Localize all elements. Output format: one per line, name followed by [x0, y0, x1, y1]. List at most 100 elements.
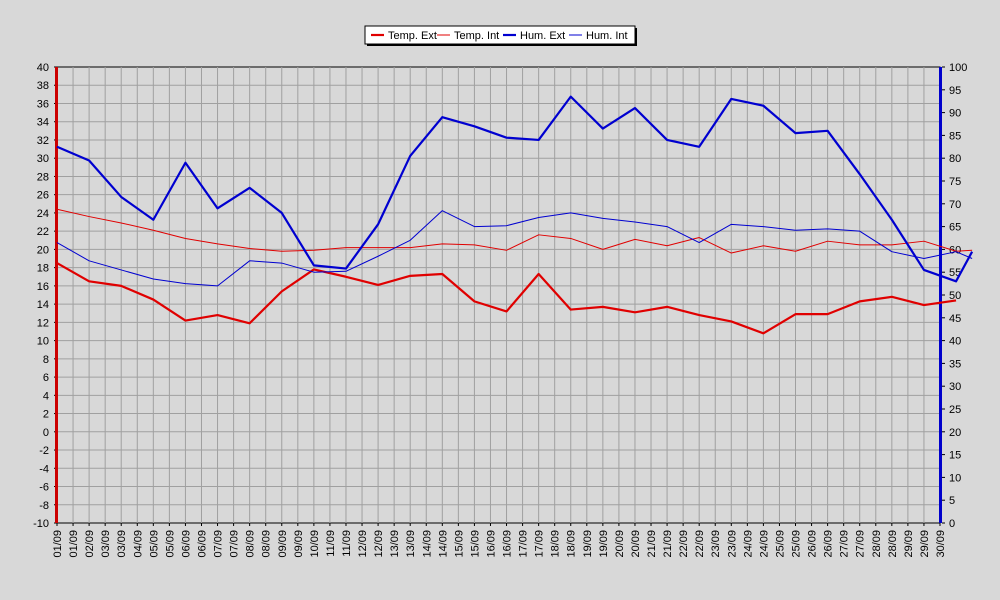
x-tick-label: 10/09: [309, 530, 321, 558]
left-tick-label: -10: [33, 518, 49, 530]
right-tick-label: 65: [949, 222, 961, 234]
x-tick-label: 05/09: [164, 530, 176, 558]
left-tick-label: 34: [37, 117, 49, 129]
legend-label: Hum. Ext: [520, 30, 565, 42]
right-tick-label: 10: [949, 472, 961, 484]
legend-label: Temp. Ext: [388, 30, 437, 42]
left-tick-label: 4: [43, 390, 49, 402]
x-tick-label: 07/09: [229, 530, 241, 558]
right-tick-label: 0: [949, 518, 955, 530]
right-tick-label: 80: [949, 153, 961, 165]
right-tick-label: 30: [949, 381, 961, 393]
x-tick-label: 12/09: [373, 530, 385, 558]
x-tick-label: 09/09: [293, 530, 305, 558]
x-tick-label: 23/09: [726, 530, 738, 558]
left-axis-line: [55, 67, 58, 523]
x-tick-label: 14/09: [437, 530, 449, 558]
left-tick-label: -8: [39, 500, 49, 512]
x-tick-label: 19/09: [598, 530, 610, 558]
legend-box: [364, 25, 636, 45]
x-tick-label: 15/09: [453, 530, 465, 558]
x-tick-label: 13/09: [389, 530, 401, 558]
right-tick-label: 50: [949, 290, 961, 302]
x-tick-label: 13/09: [405, 530, 417, 558]
right-tick-label: 60: [949, 244, 961, 256]
right-tick-label: 45: [949, 313, 961, 325]
x-tick-label: 16/09: [485, 530, 497, 558]
grid: [56, 66, 941, 524]
right-tick-label: 25: [949, 404, 961, 416]
x-tick-label: 03/09: [100, 530, 112, 558]
left-tick-label: 40: [37, 62, 49, 74]
right-tick-label: 100: [949, 62, 967, 74]
series-line-1: [56, 208, 973, 254]
x-tick-label: 27/09: [839, 530, 851, 558]
x-tick-label: 29/09: [919, 530, 931, 558]
right-tick-label: 95: [949, 85, 961, 97]
right-tick-label: 15: [949, 450, 961, 462]
series: [56, 95, 974, 335]
left-axis: -10-8-6-4-202468101214161820222426283032…: [33, 62, 58, 530]
x-tick-label: 29/09: [903, 530, 915, 558]
x-tick-label: 17/09: [534, 530, 546, 558]
x-tick-label: 20/09: [614, 530, 626, 558]
x-tick-label: 01/09: [68, 530, 80, 558]
left-tick-label: -4: [39, 463, 49, 475]
left-tick-label: 20: [37, 244, 49, 256]
x-tick-label: 15/09: [469, 530, 481, 558]
x-tick-label: 26/09: [823, 530, 835, 558]
left-tick-label: 6: [43, 372, 49, 384]
plot-area: [56, 66, 941, 524]
x-tick-label: 28/09: [887, 530, 899, 558]
x-tick-label: 01/09: [52, 530, 64, 558]
x-tick-label: 14/09: [421, 530, 433, 558]
x-tick-label: 19/09: [582, 530, 594, 558]
right-axis: 0510152025303540455055606570758085909510…: [939, 62, 967, 530]
x-tick-label: 22/09: [678, 530, 690, 558]
left-tick-label: 32: [37, 135, 49, 147]
x-tick-label: 18/09: [566, 530, 578, 558]
left-tick-label: 22: [37, 226, 49, 238]
x-tick-label: 25/09: [774, 530, 786, 558]
left-tick-label: 10: [37, 336, 49, 348]
x-tick-label: 23/09: [710, 530, 722, 558]
left-tick-label: 36: [37, 98, 49, 110]
x-tick-label: 24/09: [758, 530, 770, 558]
x-tick-label: 04/09: [132, 530, 144, 558]
left-tick-label: 14: [37, 299, 49, 311]
x-tick-label: 27/09: [855, 530, 867, 558]
left-tick-label: 28: [37, 171, 49, 183]
left-tick-label: -6: [39, 482, 49, 494]
left-tick-label: 8: [43, 354, 49, 366]
x-tick-label: 25/09: [791, 530, 803, 558]
right-axis-line: [939, 67, 942, 523]
x-tick-label: 06/09: [180, 530, 192, 558]
left-tick-label: 16: [37, 281, 49, 293]
x-tick-label: 07/09: [213, 530, 225, 558]
x-tick-label: 26/09: [807, 530, 819, 558]
left-tick-label: -2: [39, 445, 49, 457]
left-tick-label: 0: [43, 427, 49, 439]
left-tick-label: 38: [37, 80, 49, 92]
legend-label: Hum. Int: [586, 30, 628, 42]
x-tick-label: 03/09: [116, 530, 128, 558]
left-tick-label: 24: [37, 208, 49, 220]
x-tick-label: 08/09: [261, 530, 273, 558]
x-tick-label: 30/09: [935, 530, 947, 558]
x-axis: 01/09 01/09 02/09 03/09 03/09 04/09 05/09 05/09…: [52, 523, 947, 558]
x-tick-label: 06/09: [196, 530, 208, 558]
x-tick-label: 21/09: [646, 530, 658, 558]
series-line-0: [56, 262, 957, 335]
x-tick-label: 17/09: [518, 530, 530, 558]
series-line-3: [56, 210, 973, 287]
right-tick-label: 20: [949, 427, 961, 439]
x-tick-label: 11/09: [341, 530, 353, 557]
legend: Temp. Ext Temp. Int Hum. Ext Hum. Int: [364, 25, 637, 46]
left-tick-label: 26: [37, 190, 49, 202]
left-tick-label: 12: [37, 317, 49, 329]
x-tick-label: 09/09: [277, 530, 289, 558]
right-tick-label: 70: [949, 199, 961, 211]
x-tick-label: 22/09: [694, 530, 706, 558]
right-tick-label: 35: [949, 358, 961, 370]
